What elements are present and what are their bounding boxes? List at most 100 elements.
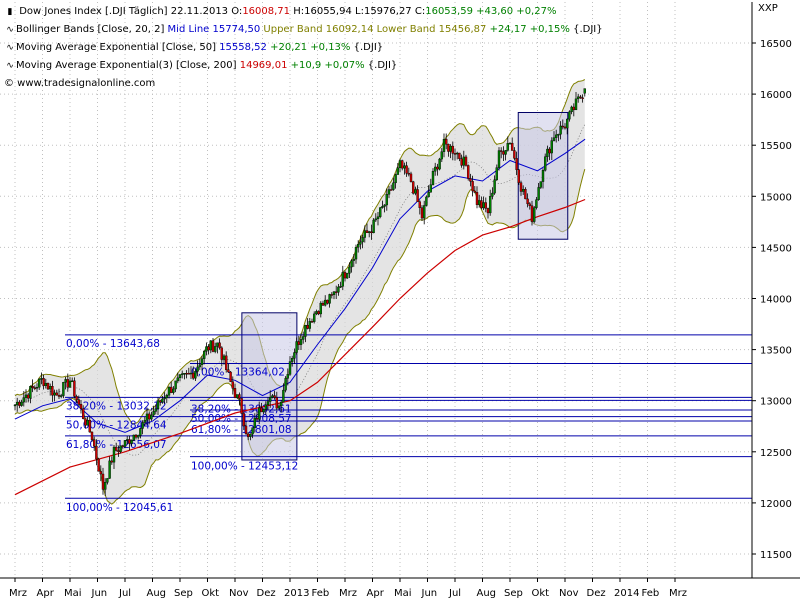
candle-body [383,204,386,207]
candle-body [574,98,578,111]
candle-body [216,342,219,347]
candle-body [445,138,448,145]
bollinger-upper-line [14,79,586,425]
candle-body [180,373,184,375]
candle-body [235,394,239,398]
candle-body [277,405,281,409]
candle-body [497,150,501,168]
candle-body [335,291,338,293]
candle-body [348,266,351,274]
fib-label: 100,00% - 12045,61 [66,502,173,514]
candle-body [317,311,320,315]
symbol-label: XXP [758,3,778,14]
candle-body [246,433,250,437]
candle-body [381,206,384,208]
candle-body [242,413,246,427]
x-tick-label: Apr [37,588,55,599]
x-tick-label: Dez [257,588,276,599]
candle-body [522,189,525,192]
candle-body [561,125,564,128]
candle-body [53,392,56,396]
legend-upper: 16092,14 [325,24,374,35]
candle-body [260,407,263,413]
candle-body [95,445,98,460]
candle-body [570,106,573,113]
candle-body [273,395,276,398]
candle-body [253,418,257,428]
candle-body [141,422,144,429]
candle-body [434,166,437,172]
candle-body [49,386,52,390]
fib-label: 61,80% - 12801,08 [191,424,292,436]
candle-body [238,394,241,399]
candle-body [112,446,116,463]
candle-body [398,160,402,169]
ema200-series [14,198,586,496]
candle-body [16,401,19,406]
candle-body [337,286,340,293]
candle-body [537,187,540,200]
candle-body [130,439,133,444]
legend-change: +43,60 +0,27% [476,6,557,17]
candle-body [284,378,287,391]
candle-body [577,96,580,100]
candle-body [174,380,177,390]
candle-body [471,181,474,192]
candle-body [313,313,316,322]
candle-body [379,207,382,217]
candle-body [473,190,476,193]
x-tick-label: Nov [559,588,579,599]
candle-body [57,394,61,397]
candle-body [403,165,406,169]
candle-body [572,106,575,111]
candle-body [68,380,72,388]
candle-body [20,401,23,406]
legend-ema200: Moving Average Exponential(3) [Close, 20… [16,60,237,71]
candle-body [134,434,138,438]
candle-body [213,346,217,352]
candle-body [198,364,202,368]
x-tick-label: Feb [642,588,660,599]
x-tick-label: Nov [229,588,249,599]
candle-body [332,291,336,296]
candle-body [436,166,439,170]
candle-body [563,126,567,129]
candle-body [482,202,485,209]
candle-body [103,482,107,490]
candle-body [280,401,283,407]
candle-body [306,324,309,329]
legend-open: 16008,71 [242,6,291,17]
candle-body [31,386,34,388]
candle-body [427,191,430,198]
candle-body [125,439,129,441]
candle-body [64,379,67,383]
candle-body [392,182,395,190]
candle-body [207,346,210,351]
candle-body [282,389,285,403]
candle-body [359,241,362,245]
candle-body [110,460,114,463]
candle-body [376,216,380,220]
candle-body [29,386,32,399]
candle-body [291,358,294,362]
candle-body [178,374,182,379]
candle-body [557,133,560,136]
legend-ema200-row: ∿ Moving Average Exponential(3) [Close, 2… [4,57,603,75]
candle-body [326,299,329,304]
candle-body [346,273,349,279]
legend-ema50-symbol: {.DJI} [353,42,384,53]
candle-body [504,150,507,155]
candle-body [365,230,369,233]
x-tick-label: Aug [147,588,167,599]
candle-body [229,371,232,382]
candle-body [480,200,483,209]
legend-ema200-value: 14969,01 [239,60,288,71]
candle-body [390,189,393,191]
x-tick-label: Mai [394,588,412,599]
legend-ema50-row: ∿ Moving Average Exponential [Close, 50] … [4,39,603,57]
candle-body [167,386,171,396]
candle-body [38,378,41,388]
candle-body [559,125,562,135]
